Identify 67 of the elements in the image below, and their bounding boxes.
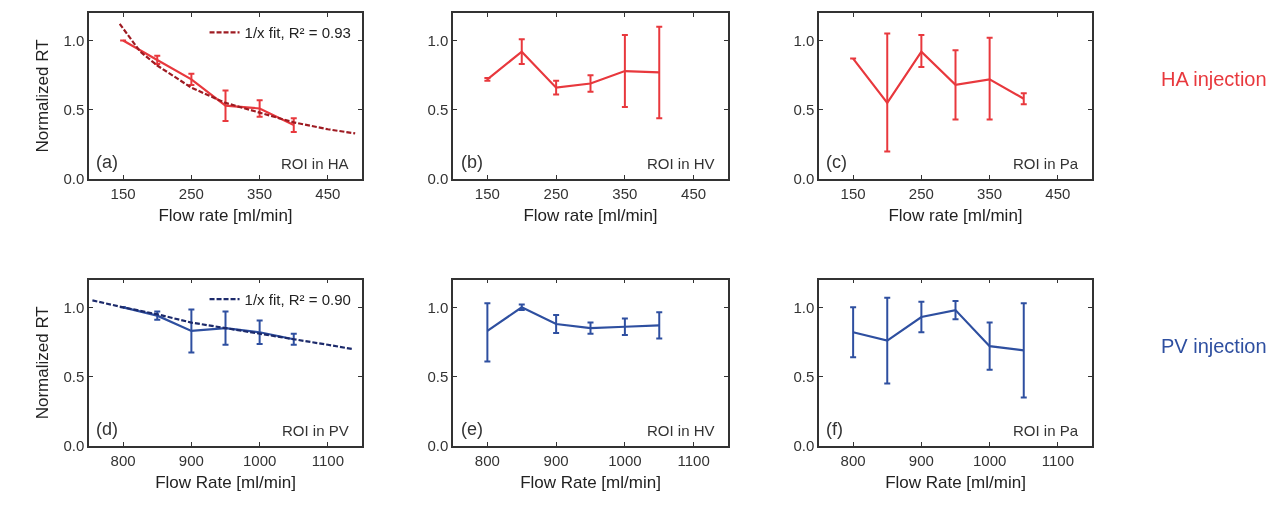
y-tick-label: 0.0 (63, 170, 85, 188)
x-tick-label: 150 (110, 184, 136, 202)
annotation: (c) (826, 152, 847, 172)
x-tick-label: 900 (543, 451, 569, 469)
y-tick-label: 1.0 (427, 31, 449, 49)
y-tick-label: 0.5 (63, 367, 85, 385)
x-tick-label: 1000 (608, 451, 642, 469)
y-tick-label: 0.5 (793, 367, 815, 385)
x-tick-label: 350 (612, 184, 638, 202)
x-tick-label: 450 (1045, 184, 1071, 202)
annotation: ROI in HV (647, 422, 715, 439)
annotation: (f) (826, 419, 843, 439)
annotation: (e) (461, 419, 483, 439)
y-tick-label: 0.0 (427, 437, 449, 455)
x-tick-label: 250 (543, 184, 569, 202)
x-tick-label: 1000 (242, 451, 277, 469)
x-tick-label: 250 (178, 184, 204, 202)
y-tick-label: 1.0 (63, 298, 85, 316)
x-tick-label: 800 (474, 451, 500, 469)
x-tick-label: 800 (110, 451, 136, 469)
y-tick-label: 1.0 (63, 31, 85, 49)
annotation: ROI in HV (647, 155, 715, 172)
line-series (118, 22, 357, 135)
x-axis-title: Flow rate [ml/min] (158, 205, 293, 225)
legend-label: 1/x fit, R² = 0.93 (244, 24, 351, 42)
y-tick-label: 0.5 (63, 101, 85, 119)
x-axis-title: Flow rate [ml/min] (888, 205, 1023, 225)
annotation: (b) (461, 152, 483, 172)
y-tick-label: 0.5 (427, 101, 449, 119)
annotation: ROI in HA (281, 155, 349, 172)
y-tick-label: 0.0 (793, 170, 815, 188)
legend-label: 1/x fit, R² = 0.90 (244, 291, 351, 309)
x-tick-label: 1100 (311, 451, 345, 469)
annotation: ROI in Pa (1013, 422, 1079, 439)
x-tick-label: 450 (681, 184, 707, 202)
y-tick-label: 0.5 (427, 367, 449, 385)
y-axis-title: Normalized RT (33, 306, 53, 420)
y-tick-label: 1.0 (793, 31, 815, 49)
x-tick-label: 900 (908, 451, 934, 469)
text: PV injection (1161, 335, 1267, 357)
x-axis-title: Flow Rate [ml/min] (885, 472, 1026, 492)
x-tick-label: 350 (247, 184, 273, 202)
x-tick-label: 1100 (677, 451, 710, 469)
annotation: ROI in PV (282, 422, 349, 439)
x-tick-label: 900 (178, 451, 204, 469)
y-tick-label: 0.5 (793, 101, 815, 119)
y-tick-label: 1.0 (793, 298, 815, 316)
y-tick-label: 0.0 (793, 437, 815, 455)
y-axis-title: Normalized RT (33, 39, 53, 153)
x-tick-label: 1000 (972, 451, 1007, 469)
annotation: (a) (96, 152, 118, 172)
x-tick-label: 450 (315, 184, 341, 202)
x-tick-label: 800 (840, 451, 866, 469)
y-tick-label: 1.0 (427, 298, 449, 316)
y-tick-label: 0.0 (427, 170, 449, 188)
x-tick-label: 350 (977, 184, 1003, 202)
text: HA injection (1161, 68, 1267, 90)
x-axis-title: Flow Rate [ml/min] (155, 472, 296, 492)
x-tick-label: 150 (474, 184, 500, 202)
annotation: ROI in Pa (1013, 155, 1079, 172)
x-axis-title: Flow Rate [ml/min] (520, 472, 661, 492)
x-tick-label: 250 (908, 184, 934, 202)
x-axis-title: Flow rate [ml/min] (523, 205, 658, 225)
x-tick-label: 150 (840, 184, 866, 202)
x-tick-label: 1100 (1041, 451, 1075, 469)
y-tick-label: 0.0 (63, 437, 85, 455)
annotation: (d) (96, 419, 118, 439)
